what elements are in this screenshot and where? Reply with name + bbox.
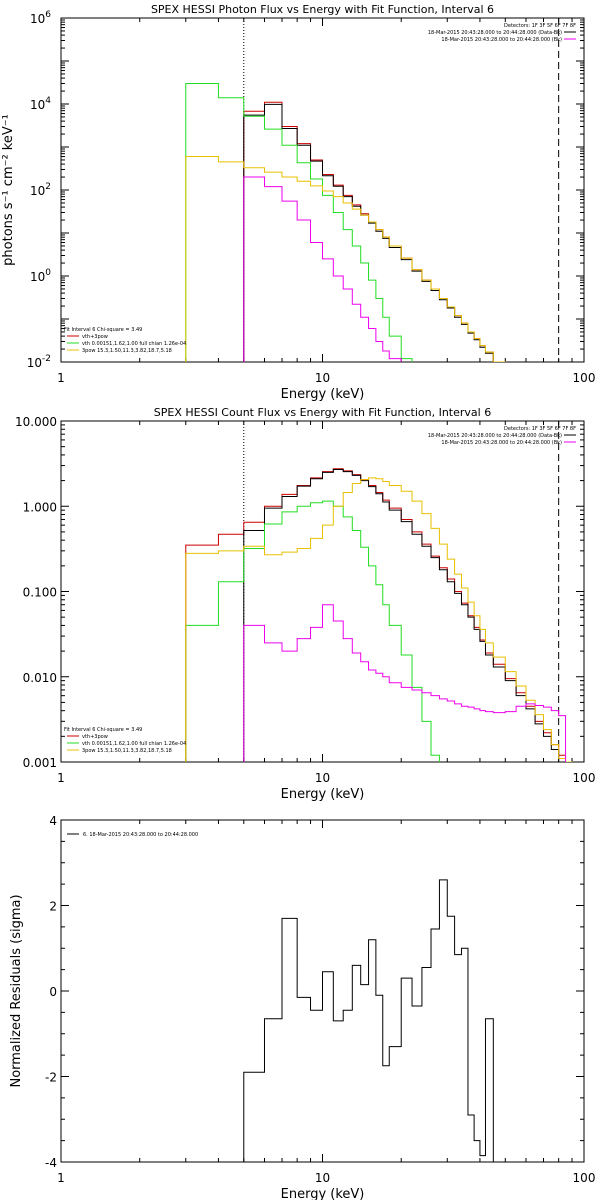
series-vth (185, 500, 440, 762)
y-tick-label: 0.010 (23, 671, 57, 685)
series-group (185, 468, 573, 762)
y-tick-exponent: 6 (45, 10, 51, 20)
y-tick-exponent: 2 (45, 182, 51, 192)
x-tick-label: 10 (315, 1171, 330, 1185)
y-tick-label: 106 (30, 10, 51, 26)
chart-panel-1: SPEX HESSI Photon Flux vs Energy with Fi… (1, 3, 595, 402)
y-tick-base: 10 (30, 184, 45, 198)
legend-bottom-entry: 3pow 15.3,1.50,11.3,3.82,18.7,5.18 (82, 348, 172, 354)
x-tick-label: 1 (57, 771, 65, 785)
y-tick-label: 1.000 (23, 500, 57, 514)
series-3pow (185, 156, 506, 362)
chart-panel-2: SPEX HESSI Count Flux vs Energy with Fit… (15, 406, 595, 802)
legend-top-entry: 18-Mar-2015 20:43:28.000 to 20:44:28.000… (428, 433, 562, 439)
series-3pow (185, 477, 573, 762)
y-tick-exponent: 4 (45, 96, 51, 106)
y-tick-label: 102 (30, 182, 51, 198)
x-tick-label: 1 (57, 371, 65, 385)
legend-bottom-entry: Fit Interval 6 Chi-square = 3.49 (64, 727, 142, 733)
legend-top-entry: Detectors: 1F 3F 5F 6F 7F 8F (504, 426, 576, 432)
chart-panel-3: 1 10 100 Energy (keV) -4 -2 0 2 4 Normalized Resi… (9, 814, 595, 1200)
chart-title: SPEX HESSI Photon Flux vs Energy with Fi… (151, 3, 494, 16)
series-vth-3pow (243, 101, 506, 362)
y-tick-base: 10 (30, 98, 45, 112)
y-tick-label: 4 (49, 814, 57, 828)
x-axis-label: Energy (keV) (281, 1187, 365, 1200)
y-tick-label: 0.100 (23, 586, 57, 600)
y-tick-label: -4 (45, 1156, 57, 1170)
x-tick-label: 10 (315, 371, 330, 385)
y-axis-label: Normalized Residuals (sigma) (9, 894, 24, 1087)
x-tick-label: 1 (57, 1171, 65, 1185)
y-tick-label: 0 (49, 985, 57, 999)
legend-top-entry: 18-Mar-2015 20:43:28.000 to 20:44:28.000… (441, 440, 562, 446)
x-axis-label: Energy (keV) (281, 387, 365, 402)
y-tick-label: -2 (45, 1071, 57, 1085)
series-data-bk (243, 468, 567, 762)
y-tick-base: 10 (30, 12, 45, 26)
chart-title: SPEX HESSI Count Flux vs Energy with Fit… (154, 406, 491, 419)
y-tick-exponent: 0 (45, 268, 51, 278)
legend-bottom-entry: vth+3pow (82, 734, 108, 740)
y-tick-label: 104 (30, 96, 51, 112)
x-tick-label: 100 (573, 771, 596, 785)
legend-top-entry: Detectors: 1F 3F 5F 6F 7F 8F (504, 23, 576, 29)
y-tick-exponent: -2 (42, 354, 51, 364)
series-vth (185, 82, 413, 362)
series-data-bk (243, 103, 494, 362)
x-axis-label: Energy (keV) (281, 787, 365, 802)
legend-top-entry: 18-Mar-2015 20:43:28.000 to 20:44:28.000… (428, 30, 562, 36)
legend-bottom-entry: vth 0.00151,1.62,1.00 full chian 1.26e-0… (82, 741, 186, 747)
series-residuals (243, 879, 494, 1162)
y-tick-label: 0.001 (23, 756, 57, 770)
series-group (243, 879, 494, 1162)
legend-entry: 6. 18-Mar-2015 20:43:28.000 to 20:44:28.… (83, 832, 198, 838)
legend-bottom-entry: 3pow 15.3,1.50,11.3,3.82,18.7,5.18 (82, 748, 172, 754)
series-group (185, 82, 506, 362)
legend-top-entry: 18-Mar-2015 20:43:28.000 to 20:44:28.000… (441, 37, 562, 43)
y-tick-label: 2 (49, 900, 57, 914)
y-tick-base: 10 (30, 270, 45, 284)
legend-bottom-entry: vth+3pow (82, 334, 108, 340)
x-tick-label: 100 (573, 1171, 596, 1185)
y-tick-base: 10 (27, 356, 42, 370)
series-bk (243, 176, 402, 362)
series-bk (243, 604, 567, 762)
legend-bottom-entry: Fit Interval 6 Chi-square = 3.49 (64, 327, 142, 333)
y-axis-label: photons s⁻¹ cm⁻² keV⁻¹ (1, 114, 16, 266)
x-tick-label: 100 (573, 371, 596, 385)
legend-bottom-entry: vth 0.00151,1.62,1.00 full chian 1.26e-0… (82, 341, 186, 347)
y-tick-label: 10-2 (27, 354, 51, 370)
x-tick-label: 10 (315, 771, 330, 785)
y-tick-label: 100 (30, 268, 51, 284)
y-tick-label: 10.000 (15, 415, 57, 429)
